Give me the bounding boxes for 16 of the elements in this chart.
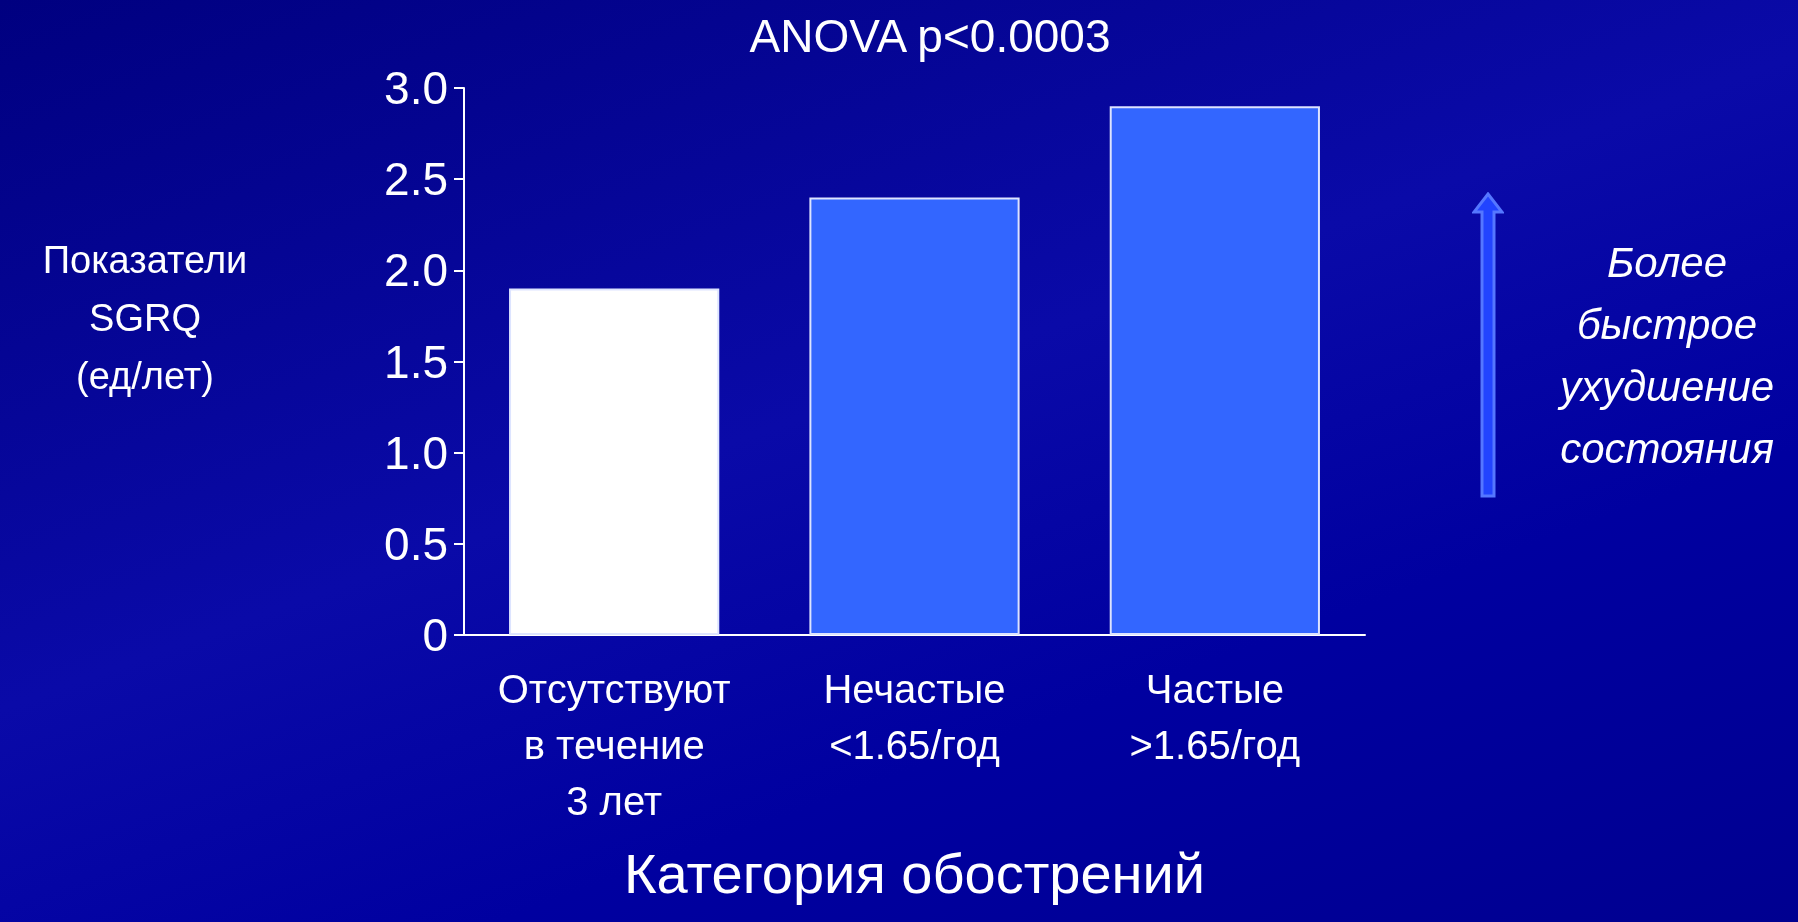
x-tick-label: Нечастые <1.65/год <box>823 667 1006 767</box>
y-tick-label: 1.0 <box>384 426 448 479</box>
x-tick-label: Частые >1.65/год <box>1129 667 1301 767</box>
y-tick-label: 1.5 <box>384 335 448 388</box>
chart-title: ANOVA p<0.0003 <box>749 10 1111 62</box>
y-tick-label: 2.5 <box>384 153 448 206</box>
y-tick-label: 0 <box>422 609 448 661</box>
bar <box>809 197 1020 635</box>
text: Более быстрое ухудшение состояния <box>1556 238 1775 472</box>
x-axis-title: Категория обострений <box>623 841 1206 905</box>
y-axis-title: Показатели SGRQ (ед/лет) <box>42 239 248 397</box>
bar <box>1109 106 1320 635</box>
y-tick-label: 3.0 <box>384 62 448 114</box>
y-tick-label: 0.5 <box>384 517 448 570</box>
y-tick-label: 2.0 <box>384 244 448 297</box>
x-tick-label: Отсутствуют в течение 3 лет <box>497 667 731 823</box>
